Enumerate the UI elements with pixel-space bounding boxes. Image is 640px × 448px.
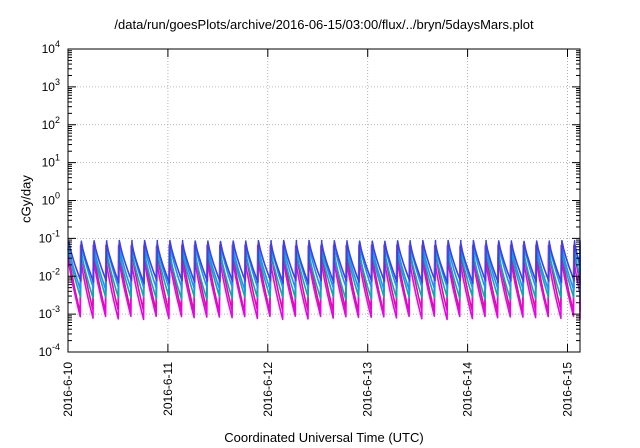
y-tick-label: 10-2 — [39, 266, 60, 283]
x-tick-label: 2016-6-12 — [261, 362, 275, 417]
x-tick-label: 2016-6-13 — [361, 362, 375, 417]
y-tick-label: 10-1 — [39, 228, 60, 245]
grid — [68, 49, 580, 352]
y-tick-label: 101 — [42, 153, 60, 170]
chart-title: /data/run/goesPlots/archive/2016-06-15/0… — [114, 17, 534, 32]
series-line — [68, 239, 581, 285]
x-tick-label: 2016-6-14 — [461, 362, 475, 417]
x-tick-label: 2016-6-15 — [561, 362, 575, 417]
x-tick-label: 2016-6-11 — [161, 362, 175, 416]
y-tick-label: 10-4 — [39, 342, 60, 359]
y-tick-label: 102 — [42, 115, 60, 132]
ticks: 10-4 10-3 10-2 10-1 100 101 102 103 104 2016-6-10… — [39, 39, 580, 417]
series-group — [67, 239, 581, 321]
x-axis-label: Coordinated Universal Time (UTC) — [224, 430, 424, 445]
y-tick-label: 103 — [42, 77, 60, 94]
y-tick-label: 10-3 — [39, 304, 60, 321]
x-tick-label: 2016-6-10 — [61, 362, 75, 417]
y-tick-label: 100 — [42, 191, 60, 208]
y-tick-label: 104 — [42, 39, 60, 56]
